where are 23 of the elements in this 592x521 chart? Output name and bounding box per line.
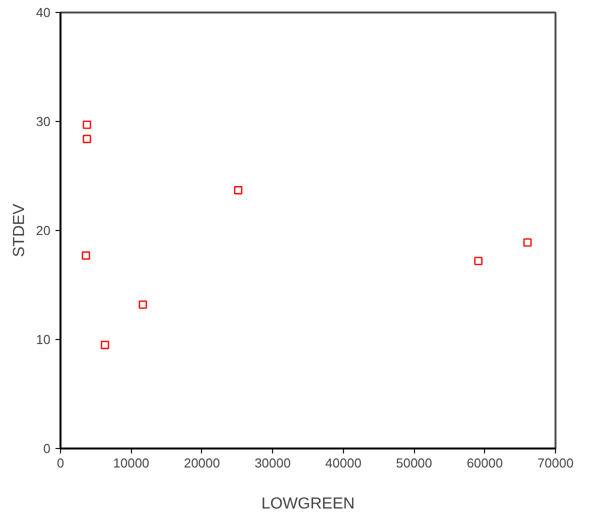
x-tick-label: 50000 [396, 456, 432, 470]
x-tick-label: 60000 [466, 456, 503, 470]
x-tick-label: 30000 [254, 456, 291, 470]
point [523, 238, 532, 247]
y-tick-label: 0 [43, 441, 51, 456]
x-tick-label: 70000 [537, 456, 574, 470]
point [100, 340, 110, 350]
y-tick-label: 40 [36, 5, 51, 20]
point [234, 186, 242, 194]
x-tick-label: 10000 [113, 456, 150, 470]
y-tick-label: 20 [36, 223, 51, 238]
y-tick-label: 10 [36, 332, 51, 347]
x-tick-label: 20000 [184, 456, 220, 470]
point [82, 134, 92, 144]
point [138, 300, 148, 309]
x-tick-label: 40000 [325, 456, 362, 470]
point [82, 251, 90, 260]
x-axis-title: LOWGREEN [261, 496, 355, 512]
x-tick-label: 0 [56, 456, 64, 470]
point [82, 120, 92, 129]
point [474, 256, 482, 266]
y-tick-label: 30 [36, 114, 51, 129]
y-axis-title: STDEV [11, 204, 28, 258]
